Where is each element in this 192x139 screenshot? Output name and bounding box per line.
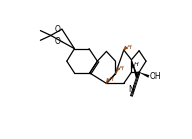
- Polygon shape: [131, 60, 135, 68]
- Polygon shape: [131, 60, 138, 78]
- Text: H̄: H̄: [127, 45, 132, 50]
- Text: H̄: H̄: [119, 66, 124, 71]
- Text: O: O: [55, 37, 61, 46]
- Text: O: O: [55, 25, 61, 34]
- Text: H̄: H̄: [109, 77, 114, 82]
- Text: H: H: [134, 62, 139, 67]
- Text: OH: OH: [150, 72, 161, 81]
- Text: N: N: [129, 85, 134, 94]
- Polygon shape: [139, 72, 149, 78]
